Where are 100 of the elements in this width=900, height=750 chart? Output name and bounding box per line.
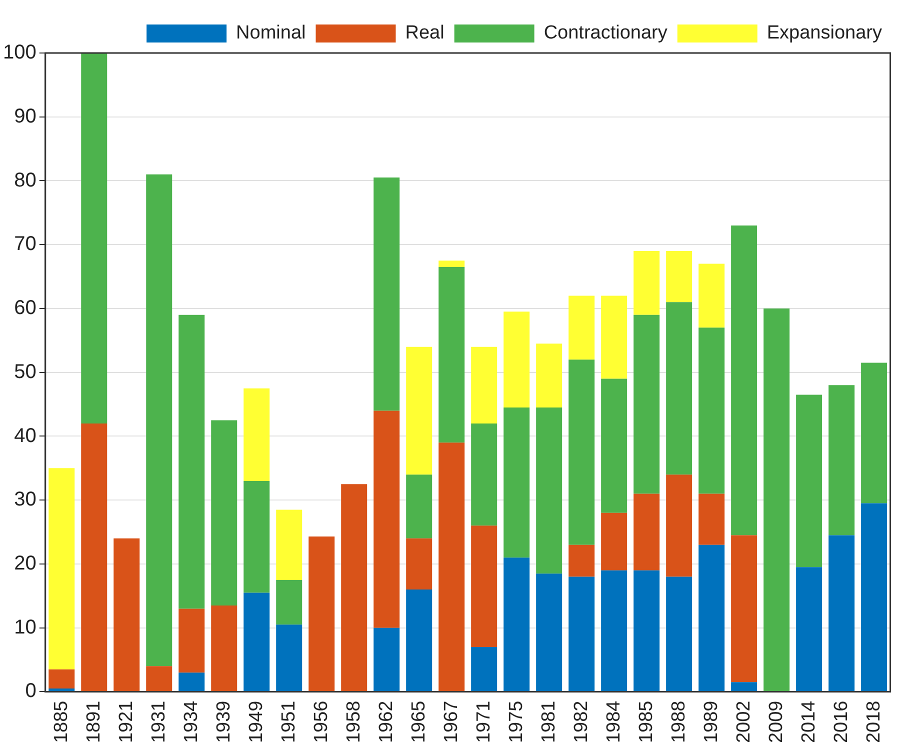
- x-tick-label: 1962: [376, 700, 397, 744]
- x-tick-label: 2002: [733, 700, 754, 744]
- bar: [471, 423, 498, 526]
- bar: [698, 544, 725, 692]
- y-tick-label: 10: [14, 616, 36, 638]
- bar: [276, 510, 302, 580]
- bar: [114, 538, 140, 692]
- bar: [48, 669, 75, 689]
- bar: [438, 266, 465, 443]
- bar: [244, 388, 270, 481]
- bar: [568, 296, 595, 360]
- bar: [796, 394, 822, 568]
- y-tick-label: 100: [2, 42, 36, 64]
- bar: [308, 536, 335, 692]
- bar: [178, 608, 205, 673]
- x-tick-label: 1931: [148, 700, 170, 744]
- x-tick-label: 1885: [50, 700, 72, 744]
- bar: [374, 628, 400, 692]
- bar: [601, 296, 628, 379]
- bar: [666, 251, 692, 302]
- bar: [438, 442, 465, 692]
- y-tick-label: 20: [14, 552, 36, 574]
- bar: [828, 385, 855, 536]
- y-tick-label: 0: [25, 680, 36, 702]
- bar: [81, 423, 108, 692]
- x-tick-label: 1958: [343, 700, 364, 744]
- bar: [634, 570, 660, 692]
- x-tick-label: 1921: [116, 700, 137, 744]
- bar: [504, 407, 530, 558]
- bar: [471, 526, 498, 648]
- bar: [764, 308, 790, 692]
- y-tick-label: 40: [14, 424, 36, 447]
- y-tick-label: 80: [14, 169, 36, 192]
- bar: [211, 420, 238, 606]
- x-tick-label: 2018: [863, 700, 884, 744]
- y-tick-label: 30: [14, 488, 36, 511]
- y-tick-label: 50: [14, 360, 36, 383]
- bar: [666, 576, 692, 692]
- bar: [698, 328, 725, 494]
- x-tick-label: 1984: [603, 700, 624, 744]
- bar: [81, 53, 108, 424]
- x-tick-label: 2014: [798, 700, 820, 744]
- bar: [504, 312, 530, 408]
- bar: [536, 407, 562, 574]
- bar: [48, 688, 75, 692]
- y-tick-label: 60: [14, 297, 36, 320]
- bar: [438, 260, 465, 267]
- y-tick-label: 90: [14, 105, 36, 128]
- bar: [276, 624, 302, 692]
- bar: [828, 535, 855, 692]
- x-tick-label: 1956: [310, 700, 332, 744]
- x-tick-label: 2009: [766, 700, 787, 744]
- bar: [568, 544, 595, 577]
- x-tick-label: 1985: [636, 700, 657, 744]
- bar: [406, 346, 432, 475]
- bar: [374, 178, 400, 411]
- bar: [211, 606, 238, 692]
- x-tick-label: 1967: [440, 700, 462, 744]
- x-tick-label: 1982: [570, 700, 592, 744]
- x-tick-label: 1951: [278, 700, 300, 744]
- bar: [731, 682, 758, 692]
- bar: [601, 570, 628, 692]
- x-tick-label: 1988: [668, 700, 690, 744]
- bar: [406, 538, 432, 590]
- bar: [276, 580, 302, 625]
- bar: [244, 480, 270, 593]
- bar: [861, 362, 888, 504]
- bar: [634, 494, 660, 570]
- bar: [471, 346, 498, 424]
- bar: [406, 590, 432, 692]
- bar: [178, 314, 205, 609]
- x-tick-label: 1971: [473, 700, 494, 744]
- bar: [374, 410, 400, 628]
- bar: [471, 647, 498, 692]
- bar: [698, 494, 725, 545]
- x-tick-label: 1989: [700, 700, 722, 744]
- bar: [146, 174, 172, 666]
- bar: [504, 558, 530, 692]
- x-tick-label: 1934: [180, 700, 202, 744]
- bar: [698, 264, 725, 328]
- x-tick-label: 1891: [83, 700, 104, 744]
- bar: [731, 535, 758, 682]
- x-tick-label: 1949: [246, 700, 267, 744]
- bar: [536, 344, 562, 408]
- bar: [666, 474, 692, 577]
- bar: [178, 672, 205, 692]
- x-tick-label: 2016: [830, 700, 852, 744]
- legend-label: Expansionary: [766, 22, 882, 44]
- x-tick-label: 1981: [538, 700, 560, 744]
- bar: [861, 503, 888, 692]
- bar: [731, 225, 758, 536]
- bar: [48, 468, 75, 670]
- legend-label: Contractionary: [544, 22, 668, 44]
- bar: [341, 484, 368, 692]
- bar: [634, 314, 660, 494]
- x-tick-label: 1965: [408, 700, 430, 744]
- bar: [666, 302, 692, 475]
- legend-label: Real: [405, 22, 444, 44]
- legend-label: Nominal: [236, 22, 306, 44]
- bar: [568, 576, 595, 692]
